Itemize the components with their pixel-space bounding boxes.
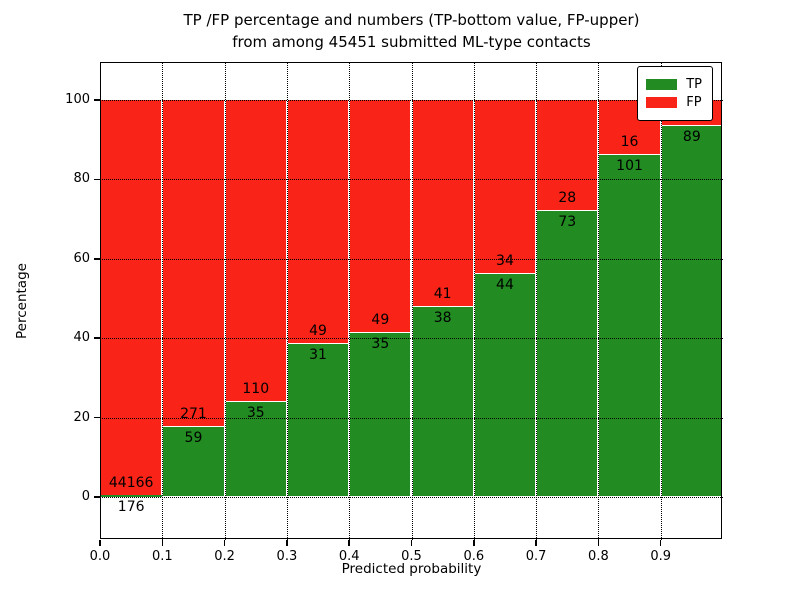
x-tick-label: 0.0 xyxy=(89,549,111,564)
y-tick-label: 80 xyxy=(73,171,90,187)
x-tick-mark xyxy=(348,540,350,546)
y-tick-mark xyxy=(93,416,100,419)
fp-bar-segment xyxy=(100,100,163,496)
x-tick-mark xyxy=(161,540,164,546)
x-tick-mark xyxy=(659,540,662,546)
chart-title-line1: TP /FP percentage and numbers (TP-bottom… xyxy=(183,11,640,29)
legend: TP FP xyxy=(637,66,713,121)
tp-bar-segment xyxy=(536,210,599,497)
tp-bar-segment xyxy=(598,154,661,497)
y-tick-label: 20 xyxy=(73,409,90,425)
fp-legend-swatch xyxy=(646,97,678,108)
tp-bar-segment xyxy=(162,426,225,497)
fp-bar-segment xyxy=(411,100,474,307)
fp-bar-segment xyxy=(473,100,537,274)
tp-bar-segment xyxy=(100,495,163,497)
fp-legend-label: FP xyxy=(686,95,702,110)
y-tick-mark xyxy=(93,178,100,181)
y-tick-label: 100 xyxy=(65,92,90,107)
x-tick-mark xyxy=(223,540,226,546)
x-tick-mark xyxy=(535,540,537,546)
y-tick-label: 40 xyxy=(73,330,90,346)
x-tick-label: 0.4 xyxy=(338,549,360,564)
tp-bar-segment xyxy=(411,306,474,497)
x-tick-label: 0.1 xyxy=(151,549,173,564)
x-tick-mark xyxy=(286,540,288,546)
legend-item-fp: FP xyxy=(646,95,702,110)
x-tick-label: 0.2 xyxy=(214,549,235,564)
tp-bar-segment xyxy=(473,273,537,497)
legend-item-tp: TP xyxy=(646,77,702,92)
tp-legend-swatch xyxy=(646,79,678,90)
tp-bar-segment xyxy=(660,125,723,497)
fp-bar-segment xyxy=(286,100,350,344)
y-tick-mark xyxy=(93,496,100,498)
fp-bar-segment xyxy=(162,100,225,427)
x-tick-label: 0.7 xyxy=(525,549,547,564)
y-tick-label: 60 xyxy=(73,250,90,266)
tp-legend-label: TP xyxy=(686,77,702,92)
y-tick-mark xyxy=(93,99,100,101)
tp-bar-segment xyxy=(224,401,287,497)
fp-bar-segment xyxy=(536,100,599,211)
chart-title-line2: from among 45451 submitted ML-type conta… xyxy=(232,33,591,51)
x-tick-mark xyxy=(99,540,101,546)
fp-bar-segment xyxy=(349,100,412,332)
plot-area: 44166 176 271 59 110 35 49 31 49 35 41 38 34 44 28 73 16… xyxy=(100,62,723,540)
x-tick-mark xyxy=(473,540,475,546)
chart-title: TP /FP percentage and numbers (TP-bottom… xyxy=(100,9,723,53)
x-tick-mark xyxy=(597,540,600,546)
y-tick-mark xyxy=(93,337,100,339)
x-tick-label: 0.3 xyxy=(276,549,298,564)
x-tick-label: 0.8 xyxy=(588,549,609,564)
x-axis-label: Predicted probability xyxy=(341,561,482,577)
fp-bar-segment xyxy=(224,100,287,402)
x-tick-label: 0.6 xyxy=(463,549,485,564)
x-tick-mark xyxy=(410,540,413,546)
y-axis-label: Percentage xyxy=(14,263,30,339)
y-tick-label: 0 xyxy=(81,489,90,504)
bars-layer xyxy=(100,62,723,540)
tp-bar-segment xyxy=(349,331,412,497)
tp-bar-segment xyxy=(286,343,350,497)
x-tick-label: 0.5 xyxy=(401,549,422,564)
x-tick-label: 0.9 xyxy=(650,549,672,564)
y-tick-mark xyxy=(93,258,100,260)
